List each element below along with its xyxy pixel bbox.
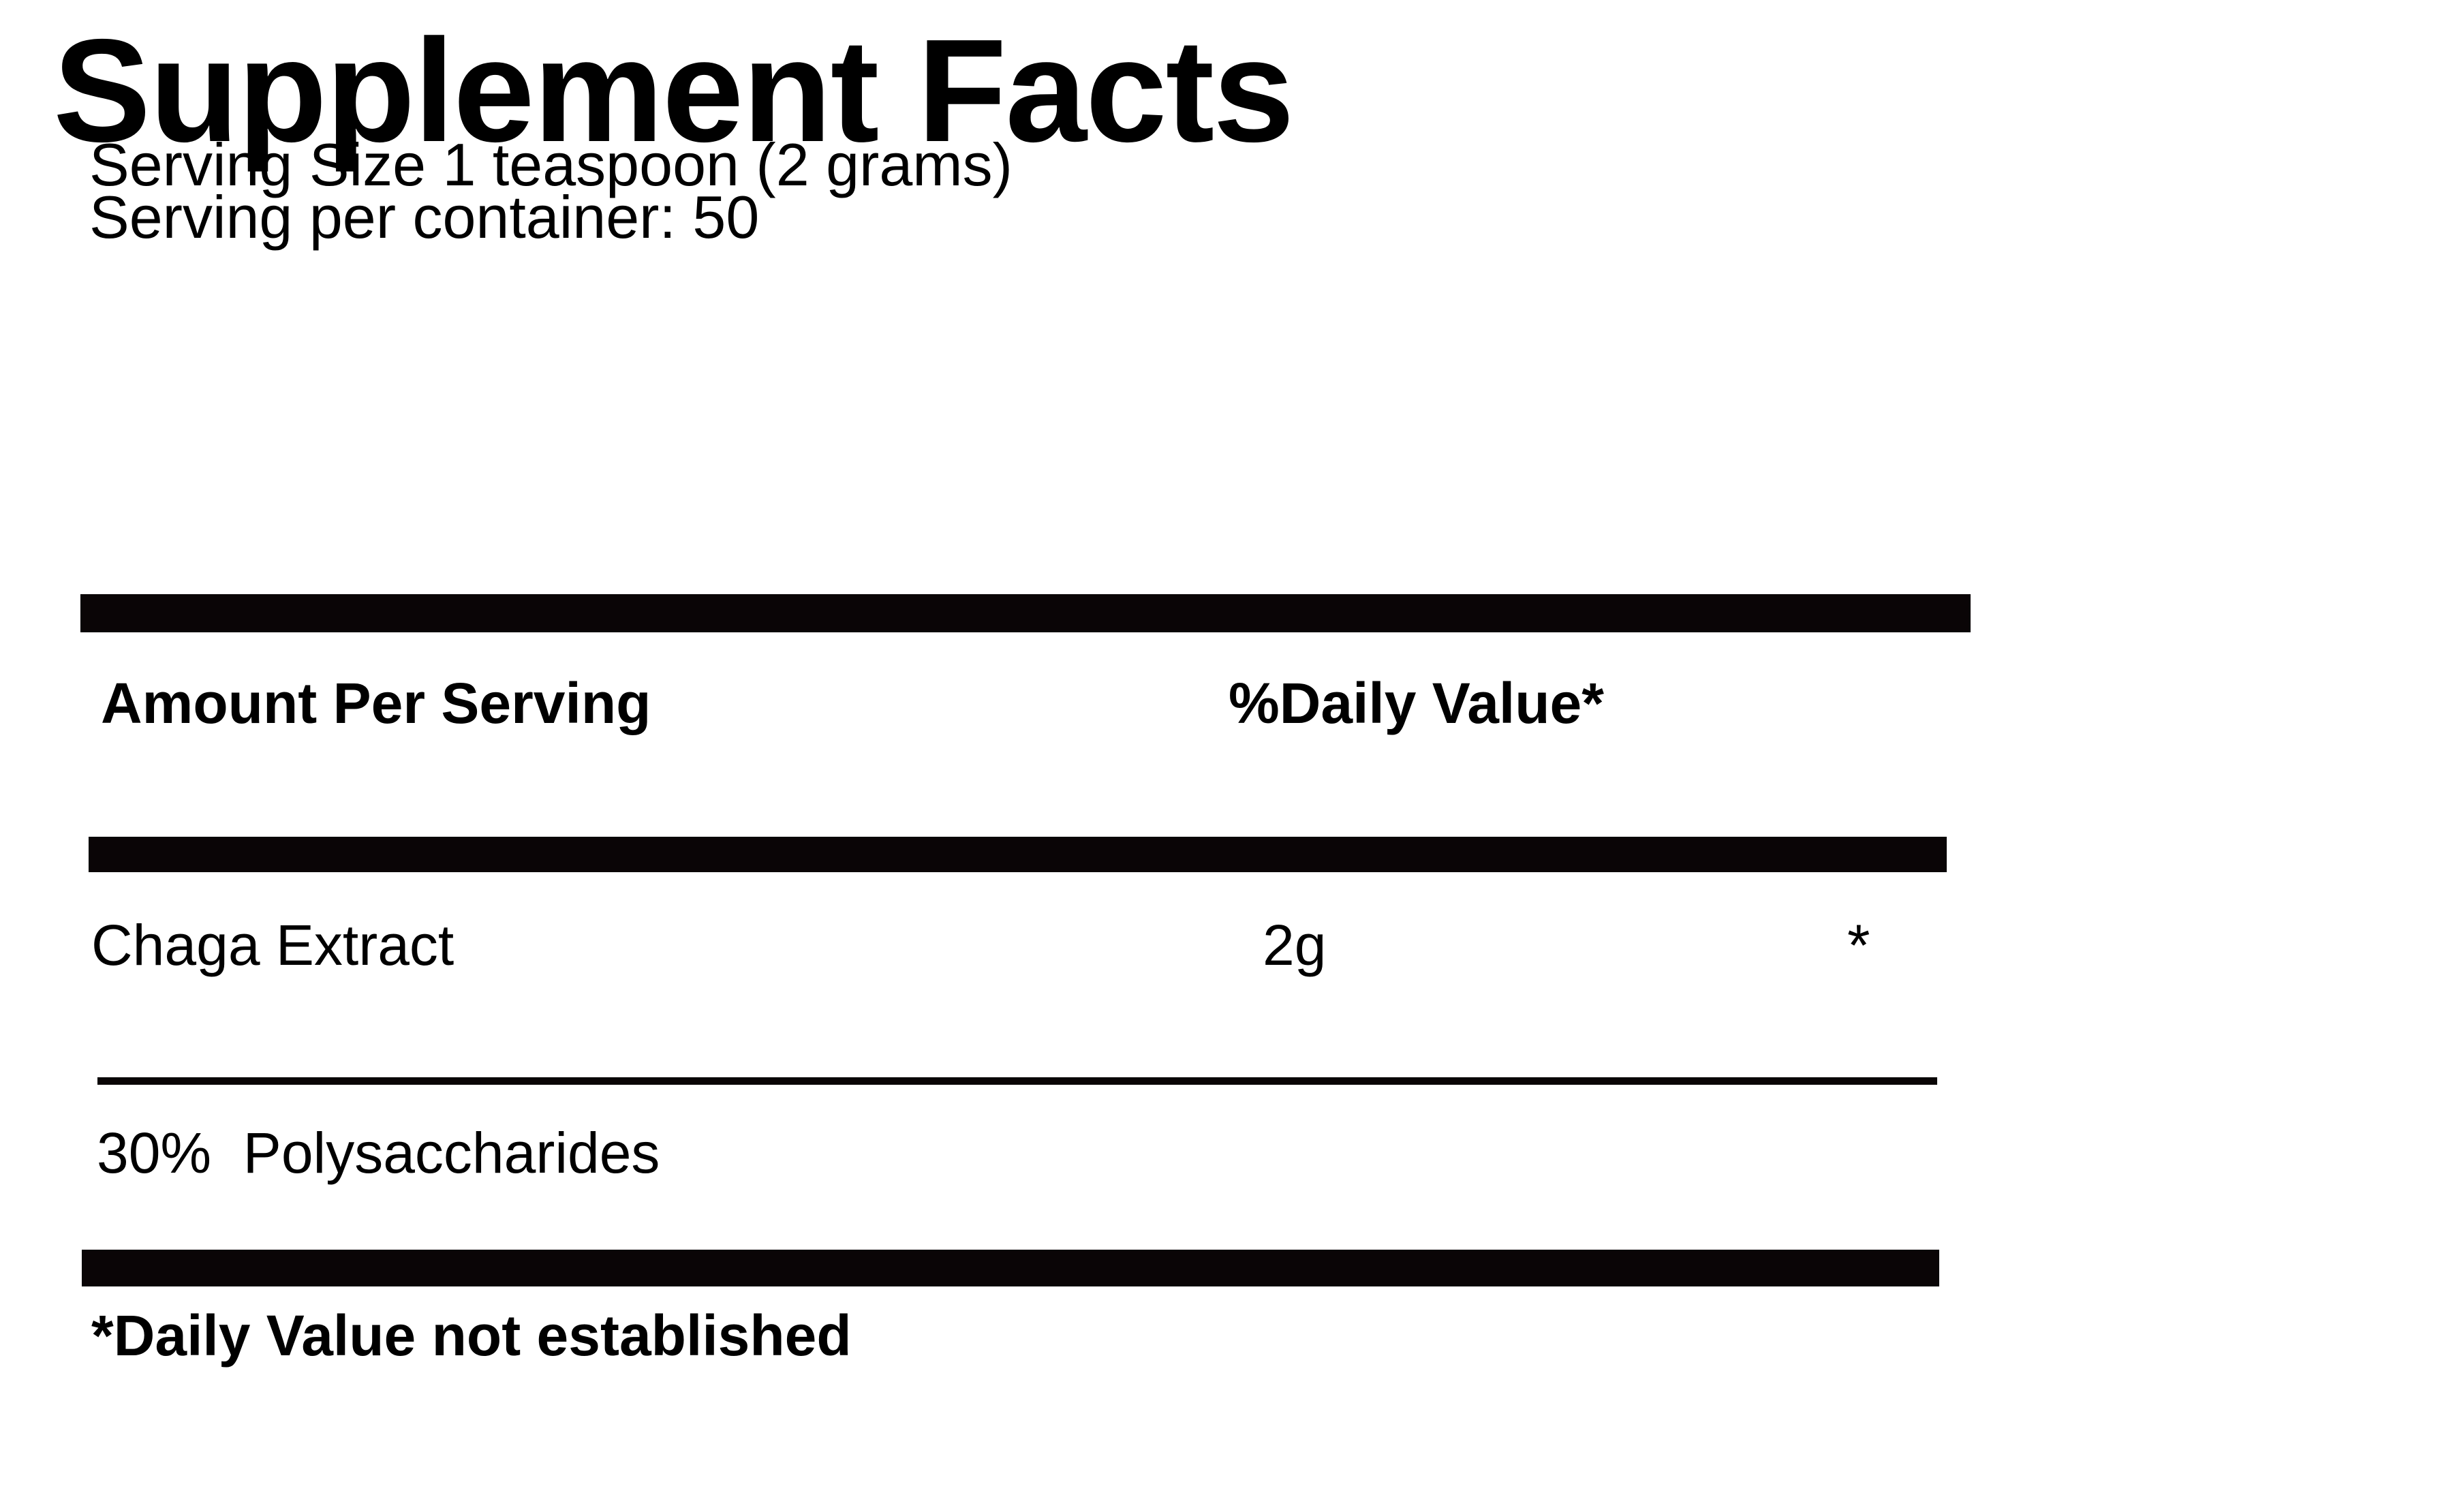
- ingredient-amount: 2g: [1263, 913, 1327, 977]
- divider-thick-bottom: [82, 1250, 1939, 1286]
- sub-ingredient-name: 30% Polysaccharides: [97, 1121, 660, 1185]
- page-title: Supplement Facts: [53, 8, 1295, 172]
- daily-value-footnote: *Daily Value not established: [91, 1303, 852, 1368]
- divider-thin-ingredient: [97, 1077, 1937, 1085]
- divider-thick-header: [89, 837, 1947, 872]
- column-header-amount-per-serving: Amount Per Serving: [101, 671, 651, 735]
- column-header-daily-value: %Daily Value*: [1229, 671, 1604, 735]
- ingredient-name: Chaga Extract: [91, 913, 454, 977]
- servings-per-container-text: Serving per container: 50: [89, 183, 760, 251]
- ingredient-daily-value: *: [1847, 913, 1870, 978]
- serving-size-text: Serving Size 1 teaspoon (2 grams): [89, 131, 1013, 198]
- divider-thick-top: [80, 594, 1971, 632]
